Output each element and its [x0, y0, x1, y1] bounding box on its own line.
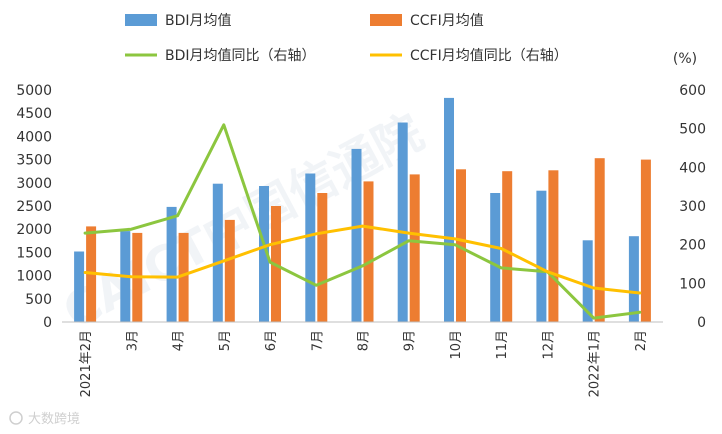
x-tick-0: 2021年2月 [79, 330, 94, 397]
y-left-tick-1500: 1500 [16, 245, 52, 261]
bar-bdi-5 [305, 173, 316, 322]
x-tick-4: 6月 [264, 330, 279, 351]
bar-ccfi-6 [363, 181, 374, 322]
bar-ccfi-11 [594, 158, 605, 322]
bar-ccfi-12 [640, 159, 651, 322]
y-right-tick-500: 500 [679, 122, 706, 138]
legend-swatch-1 [370, 14, 402, 26]
watermark-layer: CAICT中国信通院 [54, 104, 432, 340]
bar-bdi-6 [351, 148, 362, 322]
x-tick-12: 2月 [634, 330, 649, 351]
legend: BDI月均值 CCFI月均值 BDI月均值同比（右轴） CCFI月均值同比（右轴） [125, 13, 568, 64]
y-left-tick-2500: 2500 [16, 199, 52, 215]
bar-bdi-9 [490, 193, 501, 322]
line-ccfi-yoy [83, 224, 642, 295]
y-left-tick-4500: 4500 [16, 106, 52, 122]
x-tick-1: 3月 [125, 330, 140, 351]
bar-bdi-3 [212, 183, 223, 322]
y-right-tick-400: 400 [679, 160, 706, 176]
y-right-tick-300: 300 [679, 199, 706, 215]
bar-bdi-8 [444, 97, 454, 323]
bar-ccfi-5 [317, 193, 328, 322]
bar-ccfi-2 [178, 232, 189, 322]
bar-ccfi-7 [409, 174, 420, 322]
bar-ccfi-8 [456, 169, 466, 322]
x-tick-8: 10月 [449, 330, 464, 360]
x-tick-2: 4月 [172, 330, 187, 351]
legend-swatch-0 [125, 14, 157, 26]
x-tick-5: 7月 [310, 330, 325, 351]
watermark-text: CAICT中国信通院 [54, 104, 432, 340]
bar-bdi-0 [74, 251, 85, 322]
x-tick-9: 11月 [495, 330, 510, 360]
y-left-tick-2000: 2000 [16, 222, 52, 238]
plot-area [74, 97, 651, 323]
bar-ccfi-3 [224, 219, 235, 322]
bar-ccfi-10 [548, 170, 559, 322]
x-tick-6: 8月 [357, 330, 372, 351]
y-right-tick-100: 100 [679, 276, 706, 292]
axes: 0500100015002000250030003500400045005000… [16, 51, 706, 397]
y-right-tick-600: 600 [679, 83, 706, 99]
credit-layer: 大数跨境 [9, 411, 80, 427]
bar-bdi-11 [582, 240, 593, 322]
y-left-tick-3000: 3000 [16, 176, 52, 192]
legend-label-2: BDI月均值同比（右轴） [165, 48, 316, 64]
x-tick-7: 9月 [403, 330, 418, 351]
y-left-tick-0: 0 [43, 315, 52, 331]
bar-bdi-12 [628, 236, 639, 322]
credit-text: 大数跨境 [28, 412, 80, 427]
legend-label-3: CCFI月均值同比（右轴） [410, 48, 568, 64]
y-right-tick-0: 0 [697, 315, 706, 331]
y-right-tick-200: 200 [679, 238, 706, 254]
bar-bdi-2 [166, 206, 177, 322]
bar-bdi-7 [397, 122, 408, 322]
y-left-tick-500: 500 [25, 292, 52, 308]
legend-label-1: CCFI月均值 [410, 13, 484, 29]
y-left-tick-4000: 4000 [16, 129, 52, 145]
legend-label-0: BDI月均值 [165, 13, 232, 29]
y-left-tick-5000: 5000 [16, 83, 52, 99]
y-left-tick-1000: 1000 [16, 269, 52, 285]
y-left-tick-3500: 3500 [16, 153, 52, 169]
y-right-unit: (%) [673, 51, 697, 67]
bar-ccfi-9 [502, 171, 513, 322]
x-tick-3: 5月 [218, 330, 233, 351]
bar-bdi-4 [259, 186, 269, 322]
x-tick-11: 2022年1月 [588, 330, 603, 397]
bar-bdi-10 [536, 190, 547, 322]
x-tick-10: 12月 [541, 330, 556, 360]
credit-logo-icon [9, 411, 23, 425]
